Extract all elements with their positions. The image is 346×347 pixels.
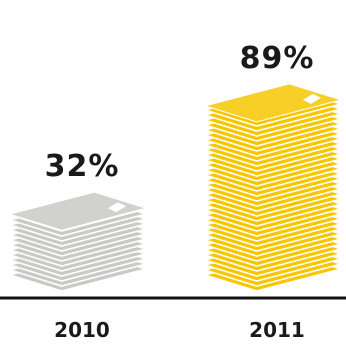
- paper-stack: [202, 83, 344, 292]
- value-label: 32%: [45, 149, 120, 184]
- corner-tab: [302, 93, 321, 104]
- x-tick-label: 2011: [249, 318, 305, 342]
- value-label: 89%: [240, 41, 315, 76]
- x-tick-label: 2010: [54, 318, 110, 342]
- paper-stack: [7, 191, 149, 292]
- top-sheet: [8, 191, 148, 231]
- corner-tab: [107, 202, 126, 213]
- top-sheet: [203, 83, 343, 123]
